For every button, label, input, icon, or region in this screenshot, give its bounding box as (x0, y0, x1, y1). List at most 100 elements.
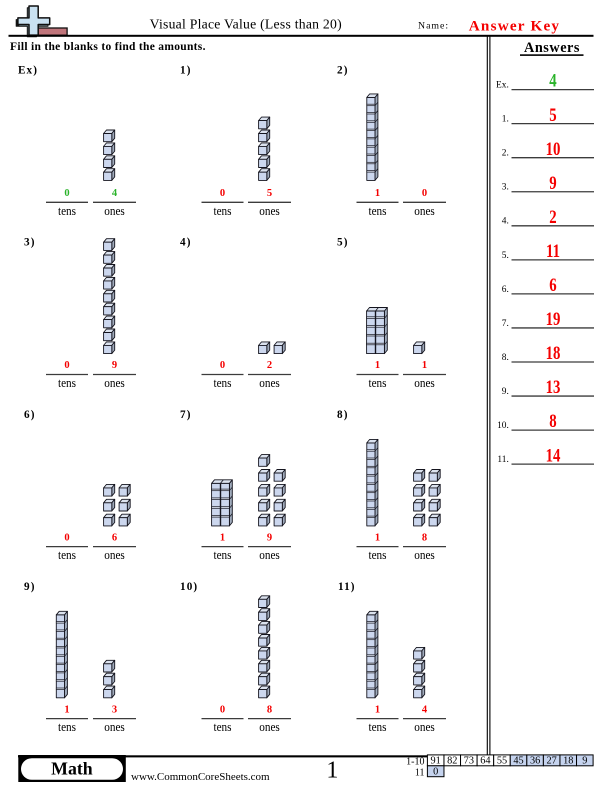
svg-text:tens: tens (58, 377, 76, 391)
svg-text:1: 1 (220, 532, 225, 543)
svg-text:2: 2 (549, 206, 556, 227)
svg-text:11: 11 (415, 767, 425, 778)
svg-text:11): 11) (338, 581, 356, 593)
svg-text:8): 8) (337, 409, 349, 421)
svg-text:0: 0 (220, 188, 225, 199)
svg-text:Fill in the blanks to find the: Fill in the blanks to find the amounts. (10, 41, 206, 53)
svg-text:ones: ones (259, 549, 280, 563)
svg-text:0: 0 (64, 532, 69, 543)
svg-text:8: 8 (267, 704, 272, 715)
svg-text:73: 73 (464, 756, 474, 767)
svg-text:5: 5 (549, 104, 556, 125)
svg-text:0: 0 (220, 704, 225, 715)
svg-text:5.: 5. (502, 251, 509, 261)
svg-text:36: 36 (530, 756, 540, 767)
svg-text:2.: 2. (502, 149, 509, 159)
svg-text:9: 9 (112, 360, 117, 371)
svg-text:3.: 3. (502, 183, 509, 193)
svg-text:8: 8 (549, 410, 556, 431)
svg-text:ones: ones (414, 377, 435, 391)
svg-text:ones: ones (414, 721, 435, 735)
svg-text:ones: ones (104, 377, 125, 391)
svg-text:8: 8 (422, 532, 427, 543)
svg-text:ones: ones (104, 549, 125, 563)
svg-text:1: 1 (326, 758, 338, 784)
svg-text:ones: ones (414, 549, 435, 563)
svg-text:0: 0 (64, 188, 69, 199)
svg-text:3): 3) (24, 237, 36, 249)
svg-text:1: 1 (64, 704, 69, 715)
svg-text:tens: tens (368, 721, 386, 735)
svg-text:1: 1 (422, 360, 427, 371)
svg-text:tens: tens (213, 377, 231, 391)
svg-text:18: 18 (563, 756, 573, 767)
svg-text:ones: ones (414, 204, 435, 218)
svg-text:tens: tens (213, 549, 231, 563)
svg-text:82: 82 (447, 756, 457, 767)
svg-text:tens: tens (213, 721, 231, 735)
svg-text:9: 9 (549, 172, 556, 193)
svg-text:1): 1) (180, 65, 192, 77)
svg-text:Math: Math (51, 758, 93, 778)
svg-text:tens: tens (368, 549, 386, 563)
svg-text:tens: tens (58, 204, 76, 218)
svg-text:13: 13 (546, 376, 561, 397)
svg-text:9.: 9. (502, 387, 509, 397)
svg-text:45: 45 (513, 756, 523, 767)
svg-text:Ex): Ex) (18, 65, 38, 77)
svg-text:64: 64 (480, 756, 490, 767)
svg-text:tens: tens (368, 204, 386, 218)
svg-text:ones: ones (259, 721, 280, 735)
svg-text:2): 2) (337, 65, 349, 77)
svg-text:6.: 6. (502, 285, 509, 295)
svg-text:9: 9 (267, 532, 272, 543)
svg-text:1: 1 (375, 188, 380, 199)
svg-text:91: 91 (431, 756, 441, 767)
svg-text:0: 0 (220, 360, 225, 371)
svg-text:10): 10) (180, 581, 198, 593)
svg-text:6: 6 (549, 274, 557, 295)
svg-text:tens: tens (368, 377, 386, 391)
svg-text:ones: ones (259, 204, 280, 218)
svg-text:7.: 7. (502, 319, 509, 329)
svg-text:9): 9) (24, 581, 36, 593)
svg-text:11: 11 (546, 240, 560, 261)
svg-text:27: 27 (547, 756, 557, 767)
svg-text:www.CommonCoreSheets.com: www.CommonCoreSheets.com (131, 771, 270, 783)
svg-text:tens: tens (58, 721, 76, 735)
svg-text:Answers: Answers (524, 40, 580, 56)
svg-text:4): 4) (180, 237, 192, 249)
svg-text:ones: ones (104, 204, 125, 218)
svg-text:55: 55 (497, 756, 507, 767)
svg-text:11.: 11. (497, 455, 508, 465)
svg-text:ones: ones (104, 721, 125, 735)
svg-text:0: 0 (64, 360, 69, 371)
svg-text:1: 1 (375, 704, 380, 715)
svg-text:ones: ones (259, 377, 280, 391)
svg-text:4: 4 (422, 704, 428, 715)
svg-text:tens: tens (58, 549, 76, 563)
svg-text:4.: 4. (502, 217, 509, 227)
svg-text:0: 0 (433, 767, 438, 778)
svg-text:5): 5) (337, 237, 349, 249)
svg-text:3: 3 (112, 704, 117, 715)
svg-text:4: 4 (549, 70, 557, 91)
svg-text:0: 0 (422, 188, 427, 199)
svg-text:1: 1 (375, 360, 380, 371)
svg-text:7): 7) (180, 409, 192, 421)
svg-text:1: 1 (375, 532, 380, 543)
svg-text:9: 9 (582, 756, 587, 767)
svg-text:19: 19 (546, 308, 561, 329)
svg-text:Ex.: Ex. (496, 81, 509, 91)
svg-text:Visual Place Value (Less than: Visual Place Value (Less than 20) (150, 17, 342, 33)
svg-text:4: 4 (112, 188, 118, 199)
svg-text:5: 5 (267, 188, 272, 199)
svg-text:2: 2 (267, 360, 272, 371)
svg-text:1.: 1. (502, 115, 509, 125)
svg-text:6): 6) (24, 409, 36, 421)
svg-text:1-10: 1-10 (406, 756, 424, 767)
svg-text:10: 10 (546, 138, 561, 159)
svg-text:18: 18 (546, 342, 561, 363)
svg-text:6: 6 (112, 532, 117, 543)
svg-text:8.: 8. (502, 353, 509, 363)
